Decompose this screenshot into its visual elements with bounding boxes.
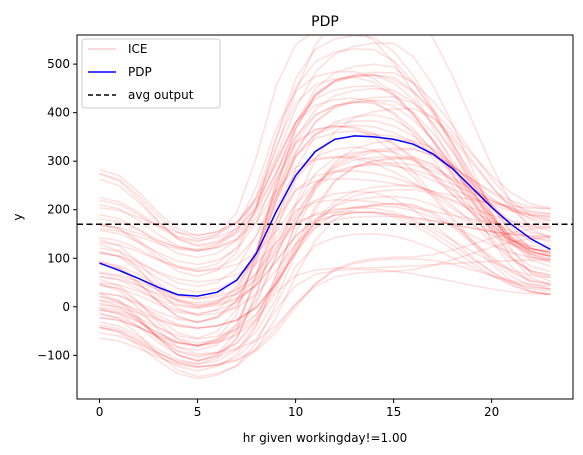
ice-line	[99, 124, 551, 324]
y-tick-label: 100	[47, 251, 70, 265]
ice-line	[99, 146, 551, 363]
ice-line	[99, 156, 551, 362]
ice-line	[99, 210, 551, 306]
ice-line	[99, 74, 551, 316]
ice-line	[99, 188, 551, 329]
ice-line	[99, 74, 551, 255]
ice-line	[99, 71, 551, 248]
x-tick-label: 15	[386, 405, 401, 419]
legend-pdp-label: PDP	[128, 65, 152, 79]
ice-line	[99, 149, 551, 347]
ice-line	[99, 35, 551, 279]
ice-line	[99, 125, 551, 339]
ice-line	[99, 87, 551, 261]
ice-line	[99, 35, 551, 278]
ice-line	[99, 100, 551, 258]
ice-line	[99, 211, 551, 366]
x-tick-label: 20	[484, 405, 499, 419]
ice-line	[99, 257, 551, 355]
ice-line	[99, 120, 551, 300]
chart-title: PDP	[311, 14, 339, 30]
ice-line	[99, 236, 551, 368]
ice-line	[99, 205, 551, 307]
ice-line	[99, 226, 551, 368]
ice-line	[99, 96, 551, 252]
ice-line	[99, 184, 551, 330]
x-tick-label: 0	[96, 405, 104, 419]
ice-line	[99, 85, 551, 290]
ice-line	[99, 48, 551, 255]
ice-line	[99, 211, 551, 309]
x-axis-label: hr given workingday!=1.00	[243, 431, 407, 445]
x-tick-label: 10	[288, 405, 303, 419]
ice-line	[99, 157, 551, 347]
ice-line	[99, 35, 551, 240]
plot-frame	[76, 34, 574, 400]
ice-line	[99, 139, 551, 347]
ice-line	[99, 148, 551, 283]
pdp-line	[99, 135, 551, 297]
series-lines	[77, 135, 573, 297]
ice-line	[99, 114, 551, 324]
ice-line	[99, 76, 551, 270]
ice-line	[99, 268, 551, 369]
y-tick-label: 0	[62, 300, 70, 314]
ice-line	[99, 130, 551, 309]
y-tick-label: 400	[47, 106, 70, 120]
y-tick-label: 300	[47, 154, 70, 168]
ice-lines	[99, 35, 551, 380]
legend-box	[81, 38, 221, 109]
y-tick-label: 200	[47, 203, 70, 217]
x-tick-label: 5	[194, 405, 202, 419]
ice-line	[99, 155, 551, 288]
ice-line	[99, 125, 551, 347]
ice-line	[99, 156, 551, 361]
ice-line	[99, 97, 551, 277]
ice-line	[99, 195, 551, 340]
ice-line	[99, 42, 551, 283]
ice-line	[99, 190, 551, 344]
plot-area	[76, 34, 574, 400]
ice-line	[99, 101, 551, 323]
ice-line	[99, 70, 551, 254]
ice-line	[99, 73, 551, 308]
legend: ICE PDP avg output	[81, 38, 221, 109]
ice-line	[99, 232, 551, 380]
ice-line	[99, 99, 551, 273]
legend-ice-label: ICE	[128, 42, 148, 56]
ice-line	[99, 63, 551, 286]
x-axis: 0 5 10 15 20	[96, 399, 499, 419]
legend-avg-label: avg output	[128, 88, 194, 102]
y-axis-label: y	[11, 213, 25, 220]
ice-line	[99, 202, 551, 329]
ice-line	[99, 199, 551, 365]
ice-line	[99, 202, 551, 378]
ice-line	[99, 164, 551, 372]
ice-line	[99, 259, 551, 357]
ice-line	[99, 147, 551, 304]
y-tick-label: −100	[37, 348, 70, 362]
y-tick-label: 500	[47, 57, 70, 71]
ice-line	[99, 170, 551, 347]
y-axis: −100 0 100 200 300 400 500	[37, 57, 77, 362]
ice-line	[99, 177, 551, 352]
